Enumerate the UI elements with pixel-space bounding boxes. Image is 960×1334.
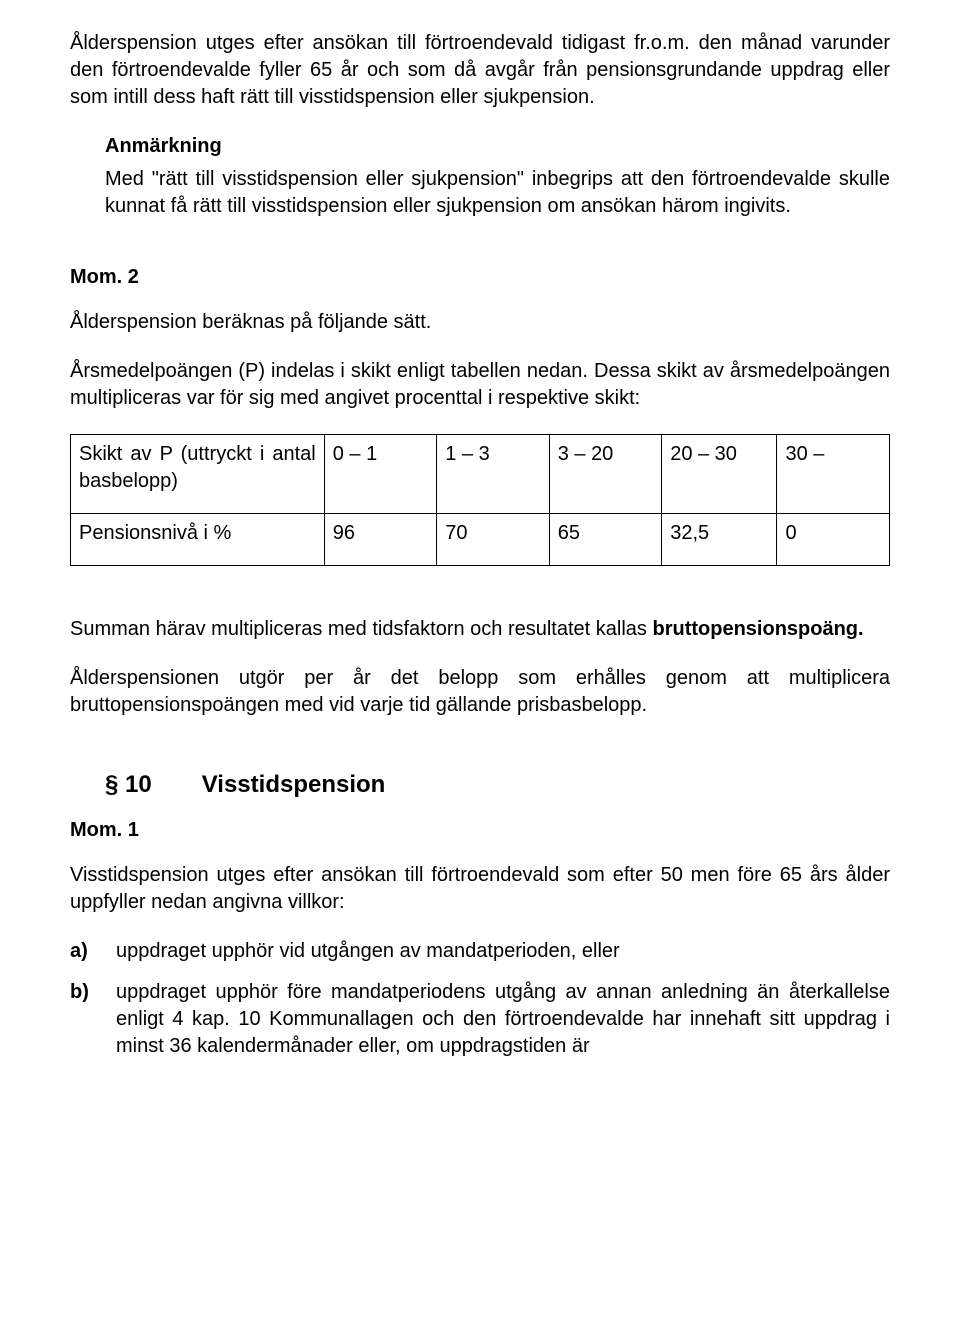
section-10-heading: § 10 Visstidspension <box>105 769 890 801</box>
list-text-a: uppdraget upphör vid utgången av mandatp… <box>116 938 890 965</box>
table-cell: 65 <box>549 514 662 566</box>
paragraph-alderspensionen-utgor: Ålderspensionen utgör per år det belopp … <box>70 665 890 719</box>
table-row: Skikt av P (uttryckt i antal basbelopp) … <box>71 435 890 514</box>
list-marker-a: a) <box>70 938 116 965</box>
paragraph-beraknas: Ålderspension beräknas på följande sätt. <box>70 309 890 336</box>
note-body: Med "rätt till visstidspension eller sju… <box>105 166 890 220</box>
paragraph-visstidspension-intro: Visstidspension utges efter ansökan till… <box>70 862 890 916</box>
table-cell: 20 – 30 <box>662 435 777 514</box>
table-cell: 0 – 1 <box>324 435 437 514</box>
note-title: Anmärkning <box>105 133 890 160</box>
table-cell: 32,5 <box>662 514 777 566</box>
list-marker-b: b) <box>70 979 116 1060</box>
paragraph-arsmedelpoangen: Årsmedelpoängen (P) indelas i skikt enli… <box>70 358 890 412</box>
mom-1-heading: Mom. 1 <box>70 817 890 844</box>
table-cell-label: Skikt av P (uttryckt i antal basbelopp) <box>71 435 325 514</box>
paragraph-alderspension-intro: Ålderspension utges efter ansökan till f… <box>70 30 890 111</box>
list-item: b) uppdraget upphör före mandatperiodens… <box>70 979 890 1060</box>
table-cell: 0 <box>777 514 890 566</box>
list-item: a) uppdraget upphör vid utgången av mand… <box>70 938 890 965</box>
list-text-b: uppdraget upphör före mandatperiodens ut… <box>116 979 890 1060</box>
table-cell: 70 <box>437 514 550 566</box>
section-number: § 10 <box>105 769 152 801</box>
mom-2-heading: Mom. 2 <box>70 264 890 291</box>
paragraph-summan-text: Summan härav multipliceras med tidsfakto… <box>70 618 652 640</box>
table-cell-label: Pensionsnivå i % <box>71 514 325 566</box>
note-anmarkning: Anmärkning Med "rätt till visstidspensio… <box>105 133 890 220</box>
table-cell: 1 – 3 <box>437 435 550 514</box>
pension-table: Skikt av P (uttryckt i antal basbelopp) … <box>70 434 890 566</box>
bruttopensionspoang-bold: bruttopensionspoäng. <box>652 618 863 640</box>
table-cell: 3 – 20 <box>549 435 662 514</box>
table-cell: 96 <box>324 514 437 566</box>
table-cell: 30 – <box>777 435 890 514</box>
section-title: Visstidspension <box>202 769 386 801</box>
table-row: Pensionsnivå i % 96 70 65 32,5 0 <box>71 514 890 566</box>
paragraph-summan: Summan härav multipliceras med tidsfakto… <box>70 616 890 643</box>
